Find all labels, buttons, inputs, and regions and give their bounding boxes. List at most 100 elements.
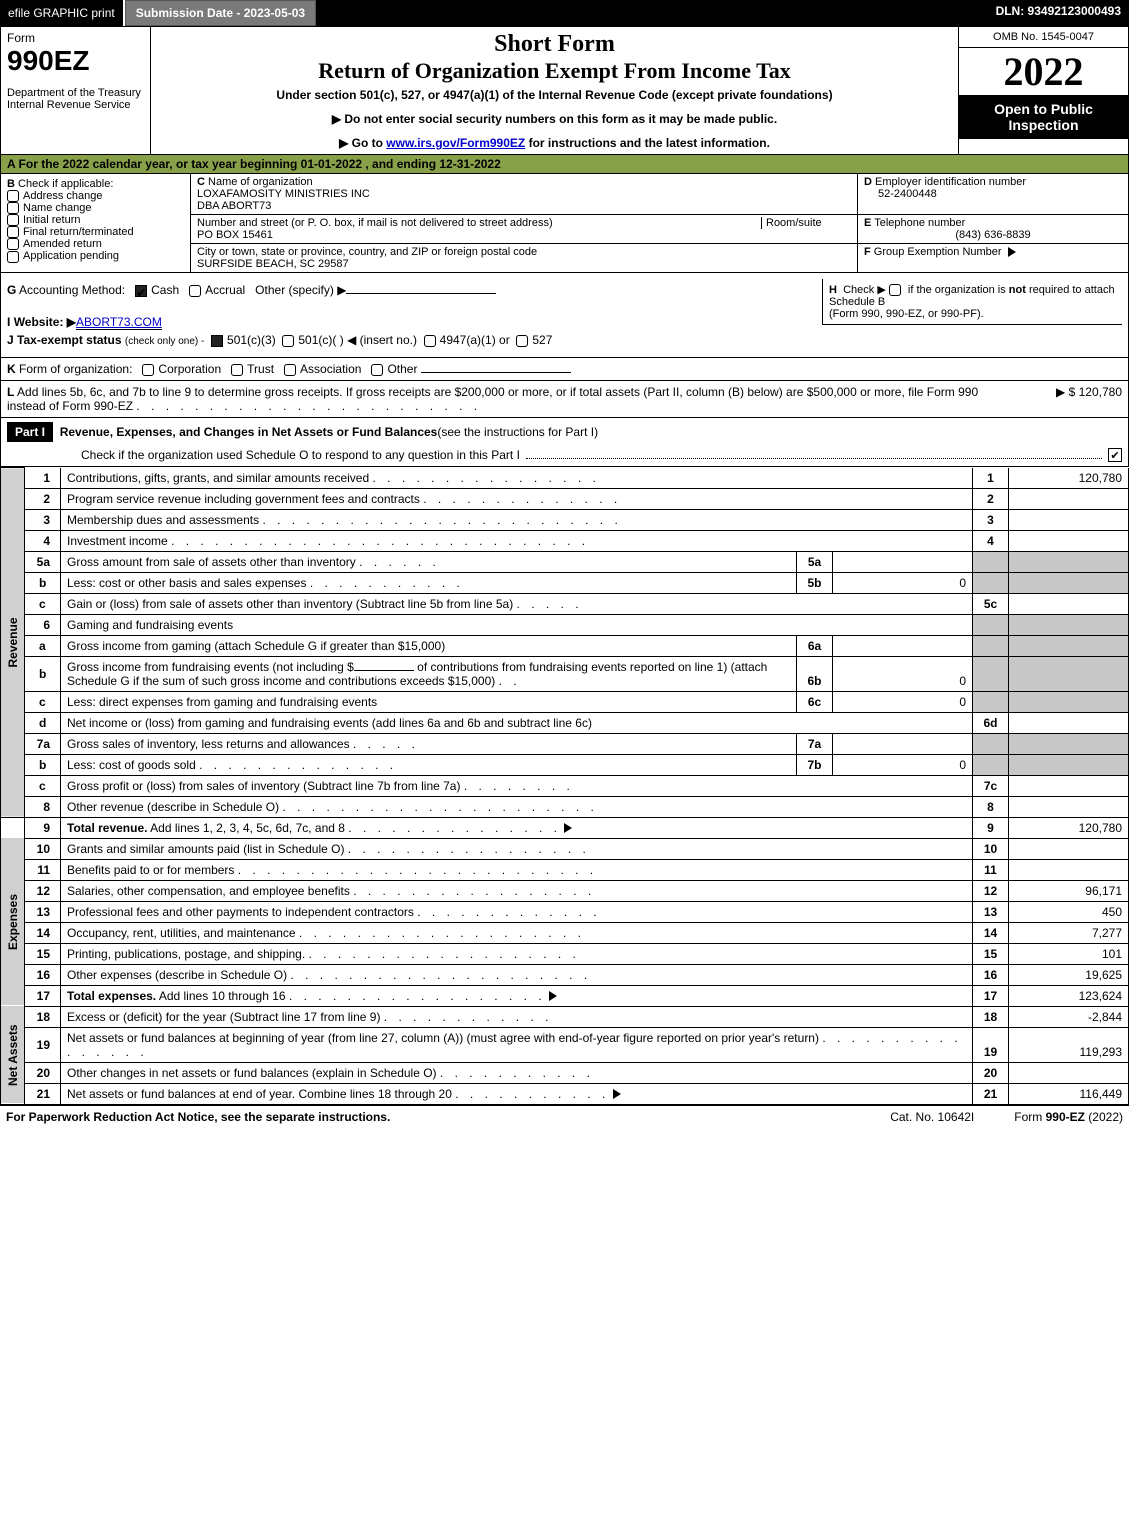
line-19-amt: 119,293 (1009, 1027, 1129, 1062)
g-other-input[interactable] (346, 293, 496, 294)
b-item-0: Address change (23, 190, 103, 202)
line-5a-amtg (1009, 551, 1129, 572)
h-text4: (Form 990, 990-EZ, or 990-PF). (829, 308, 984, 320)
footer-left: For Paperwork Reduction Act Notice, see … (6, 1110, 390, 1124)
checkbox-application-pending[interactable] (7, 251, 19, 263)
line-14-desc: Occupancy, rent, utilities, and maintena… (67, 926, 296, 940)
line-14-num: 14 (25, 922, 61, 943)
checkbox-other-org[interactable] (371, 364, 383, 376)
checkbox-amended-return[interactable] (7, 238, 19, 250)
l-label: L (7, 385, 14, 399)
k-label: K (7, 362, 16, 376)
ein-value: 52-2400448 (864, 188, 937, 200)
section-cd: C Name of organization LOXAFAMOSITY MINI… (191, 174, 1128, 272)
line-10-desc: Grants and similar amounts paid (list in… (67, 842, 344, 856)
k-o4: Other (387, 362, 417, 376)
irs-label: Internal Revenue Service (7, 99, 144, 111)
c-name-block: C Name of organization LOXAFAMOSITY MINI… (191, 174, 858, 215)
checkbox-cash[interactable]: ✔ (135, 285, 147, 297)
b-label: B (7, 178, 15, 190)
checkbox-4947[interactable] (424, 335, 436, 347)
grp-lbl: Group Exemption Number (874, 246, 1002, 258)
line-16-box: 16 (973, 964, 1009, 985)
line-9-desc: Total revenue. (67, 821, 147, 835)
submission-date-button[interactable]: Submission Date - 2023-05-03 (125, 0, 316, 26)
checkbox-501c3[interactable] (211, 335, 223, 347)
line-15-amt: 101 (1009, 943, 1129, 964)
line-6c-num: c (25, 691, 61, 712)
k-other-input[interactable] (421, 372, 571, 373)
c-street-block: Number and street (or P. O. box, if mail… (191, 215, 858, 244)
k-text: Form of organization: (19, 362, 132, 376)
checkbox-initial-return[interactable] (7, 214, 19, 226)
line-7a-boxg (973, 733, 1009, 754)
tel-value: (843) 636-8839 (864, 229, 1122, 241)
header-sub: Under section 501(c), 527, or 4947(a)(1)… (157, 88, 952, 102)
line-7a-amtg (1009, 733, 1129, 754)
checkbox-accrual[interactable] (189, 285, 201, 297)
checkbox-527[interactable] (516, 335, 528, 347)
line-7b-ib: 7b (797, 754, 833, 775)
line-6b-input[interactable] (354, 670, 414, 671)
part1-checktext: Check if the organization used Schedule … (81, 448, 520, 462)
line-18-num: 18 (25, 1006, 61, 1027)
line-12-amt: 96,171 (1009, 880, 1129, 901)
line-14-amt: 7,277 (1009, 922, 1129, 943)
l-amt: ▶ $ 120,780 (1002, 385, 1122, 413)
street-lbl: Number and street (or P. O. box, if mail… (197, 217, 553, 229)
line-7c-desc: Gross profit or (loss) from sales of inv… (67, 779, 460, 793)
line-21-amt: 116,449 (1009, 1083, 1129, 1104)
line-6-boxg (973, 614, 1009, 635)
line-14-box: 14 (973, 922, 1009, 943)
checkbox-501c[interactable] (282, 335, 294, 347)
g-other: Other (specify) ▶ (255, 283, 346, 297)
line-6a-ia (833, 635, 973, 656)
form-number: 990EZ (7, 45, 144, 77)
website-link[interactable]: ABORT73.COM (76, 315, 162, 330)
h-text1: Check ▶ (843, 284, 886, 296)
line-8-num: 8 (25, 796, 61, 817)
checkbox-schedule-o[interactable]: ✔ (1108, 448, 1122, 462)
note2-pre: ▶ Go to (339, 136, 386, 150)
dept-label: Department of the Treasury (7, 87, 144, 99)
line-3-box: 3 (973, 509, 1009, 530)
footer-r-pre: Form (1014, 1110, 1045, 1124)
city-value: SURFSIDE BEACH, SC 29587 (197, 258, 349, 270)
line-7c-num: c (25, 775, 61, 796)
k-o1: Corporation (158, 362, 221, 376)
line-5a-num: 5a (25, 551, 61, 572)
triangle-icon (1008, 247, 1016, 257)
section-bcd: B Check if applicable: Address change Na… (0, 174, 1129, 273)
line-19-desc: Net assets or fund balances at beginning… (67, 1031, 819, 1045)
page-footer: For Paperwork Reduction Act Notice, see … (0, 1105, 1129, 1128)
checkbox-address-change[interactable] (7, 190, 19, 202)
row-a: A For the 2022 calendar year, or tax yea… (0, 155, 1129, 174)
line-11-num: 11 (25, 859, 61, 880)
line-7a-ib: 7a (797, 733, 833, 754)
irs-link[interactable]: www.irs.gov/Form990EZ (386, 136, 525, 150)
line-7a-ia (833, 733, 973, 754)
line-3-num: 3 (25, 509, 61, 530)
i-label: I (7, 315, 10, 329)
checkbox-trust[interactable] (231, 364, 243, 376)
j-o1: 501(c)(3) (227, 333, 276, 347)
line-6d-amt (1009, 712, 1129, 733)
line-13-box: 13 (973, 901, 1009, 922)
line-5a-boxg (973, 551, 1009, 572)
line-9-num: 9 (25, 817, 61, 838)
c-city-block: City or town, state or province, country… (191, 244, 858, 272)
j-sub: (check only one) - (125, 336, 204, 347)
line-9-box: 9 (973, 817, 1009, 838)
line-18-box: 18 (973, 1006, 1009, 1027)
checkbox-corporation[interactable] (142, 364, 154, 376)
k-o3: Association (300, 362, 361, 376)
line-11-amt (1009, 859, 1129, 880)
form-word: Form (7, 31, 144, 45)
j-o4: 527 (532, 333, 552, 347)
checkbox-association[interactable] (284, 364, 296, 376)
part1-title: Revenue, Expenses, and Changes in Net As… (60, 425, 438, 439)
checkbox-name-change[interactable] (7, 202, 19, 214)
checkbox-final-return[interactable] (7, 226, 19, 238)
footer-r-form: 990-EZ (1046, 1110, 1085, 1124)
checkbox-h[interactable] (889, 284, 901, 296)
